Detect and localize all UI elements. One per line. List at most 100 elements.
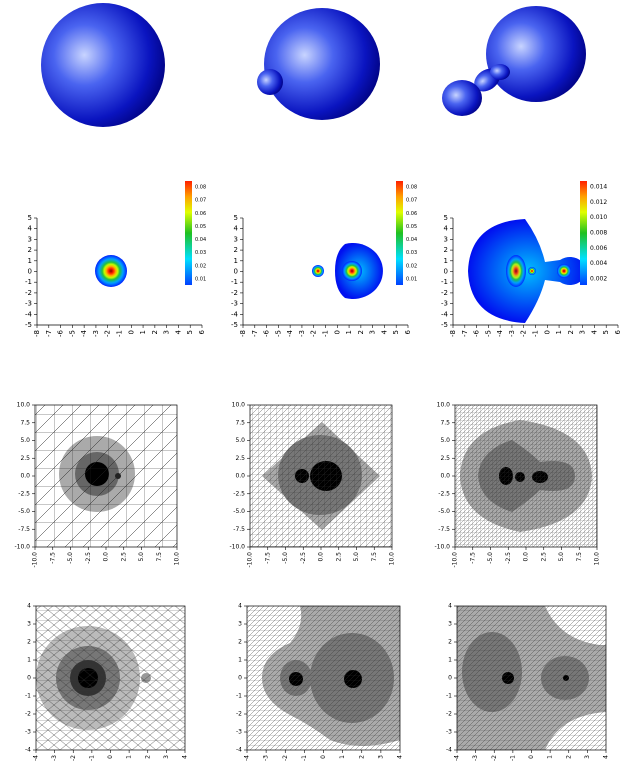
x-tick-label: -2.5 (505, 552, 512, 564)
x-tick-label: 5.0 (353, 552, 360, 562)
x-tick-label: 10.0 (389, 552, 396, 566)
x-tick-label: -10.0 (247, 552, 254, 568)
surface-lobe (490, 64, 510, 80)
x-tick-label: 3 (579, 330, 587, 334)
x-tick-label: 2 (144, 755, 151, 759)
y-tick-label: 2.5 (440, 455, 450, 462)
y-tick-label: -1 (231, 278, 238, 286)
y-tick-label: -4 (446, 747, 452, 754)
mesh (250, 405, 392, 547)
y-tick-label: -5 (441, 321, 448, 329)
x-tick-label: 3 (163, 755, 170, 759)
y-tick-label: -2.5 (18, 490, 30, 497)
x-tick-label: 3 (377, 755, 384, 759)
x-tick-label: 4 (397, 755, 404, 759)
x-tick-label: 0 (107, 755, 114, 759)
x-tick-label: -5.0 (487, 552, 494, 564)
y-tick-label: -4 (25, 747, 31, 754)
x-tick-label: -3 (298, 330, 306, 337)
y-tick-label: -2 (25, 289, 32, 297)
x-tick-label: -3 (92, 330, 100, 337)
x-tick-label: -4 (244, 755, 251, 761)
x-tick-label: 4 (590, 329, 598, 334)
x-tick-label: -2 (491, 755, 498, 761)
y-tick-label: 0.0 (235, 473, 245, 480)
contour (95, 255, 127, 287)
x-tick-label: -2 (282, 755, 289, 761)
y-tick-label: 5 (28, 214, 32, 222)
colorbar-label: 0.04 (195, 237, 206, 243)
x-tick-label: -5.0 (67, 552, 74, 564)
x-tick-label: -3 (263, 755, 270, 761)
x-tick-label: -2 (104, 330, 112, 337)
x-tick-label: -8 (239, 330, 247, 337)
y-tick-label: 4 (238, 603, 242, 610)
y-tick-label: 5.0 (440, 437, 450, 444)
colorbar-label: 0.004 (590, 260, 607, 267)
x-tick-label: 1 (126, 755, 133, 759)
y-tick-label: -1 (441, 278, 448, 286)
x-tick-label: -3 (472, 755, 479, 761)
contour (557, 264, 571, 278)
x-tick-label: -4 (33, 755, 40, 761)
contour (312, 265, 324, 277)
y-tick-label: 0 (28, 268, 32, 276)
colorbar (185, 181, 192, 285)
x-tick-label: 3 (163, 330, 171, 334)
y-tick-label: 10.0 (437, 402, 451, 409)
x-tick-label: -2 (70, 755, 77, 761)
x-tick-label: 6 (614, 329, 622, 334)
x-tick-label: -4 (454, 755, 461, 761)
y-tick-label: 0 (444, 268, 448, 276)
x-tick-label: -5 (274, 330, 282, 337)
y-tick-label: -4 (236, 747, 242, 754)
colorbar-label: 0.01 (195, 277, 206, 283)
x-tick-label: 4 (174, 329, 182, 334)
y-tick-label: -7.5 (438, 526, 450, 533)
x-tick-label: -10.0 (32, 552, 39, 568)
x-tick-label: 0.0 (103, 552, 110, 562)
y-tick-label: 5 (234, 214, 238, 222)
surface-lobe (442, 80, 482, 116)
y-tick-label: 3 (234, 235, 238, 243)
y-tick-label: -1 (25, 693, 31, 700)
y-tick-label: -1 (446, 693, 452, 700)
x-tick-label: -5.0 (282, 552, 289, 564)
x-tick-label: 6 (404, 329, 412, 334)
y-tick-label: -2.5 (438, 490, 450, 497)
x-tick-label: 7.5 (371, 552, 378, 562)
x-tick-label: 4 (182, 755, 189, 759)
colorbar-label: 0.05 (406, 224, 417, 230)
x-tick-label: 3 (584, 755, 591, 759)
y-tick-label: 4 (444, 225, 449, 233)
colorbar (580, 181, 587, 285)
surface-lobe (257, 69, 283, 95)
y-tick-label: 4 (234, 225, 239, 233)
y-tick-label: 5.0 (20, 437, 30, 444)
x-tick-label: -1 (88, 755, 95, 761)
x-tick-label: 0 (543, 330, 551, 334)
y-tick-label: 1 (448, 657, 452, 664)
y-tick-label: -3 (441, 300, 448, 308)
x-tick-label: -2 (310, 330, 318, 337)
x-tick-label: -6 (473, 329, 481, 337)
mesh (35, 405, 177, 547)
y-tick-label: -10.0 (434, 544, 450, 551)
y-tick-label: 3 (238, 621, 242, 628)
y-tick-label: -7.5 (233, 526, 245, 533)
y-tick-label: 3 (444, 235, 448, 243)
y-tick-label: -3 (446, 729, 452, 736)
colorbar-label: 0.06 (195, 211, 206, 217)
contour (342, 261, 362, 281)
y-tick-label: 0.0 (440, 473, 450, 480)
y-tick-label: 1 (238, 657, 242, 664)
x-tick-label: 7.5 (156, 552, 163, 562)
y-tick-label: 10.0 (232, 402, 246, 409)
y-tick-label: -5 (25, 321, 32, 329)
y-tick-label: 0 (27, 675, 31, 682)
x-tick-label: -7 (45, 330, 53, 337)
x-tick-label: -8 (449, 330, 457, 337)
x-tick-label: -10.0 (452, 552, 459, 568)
x-tick-label: -4 (496, 329, 504, 337)
y-tick-label: -4 (25, 310, 33, 318)
